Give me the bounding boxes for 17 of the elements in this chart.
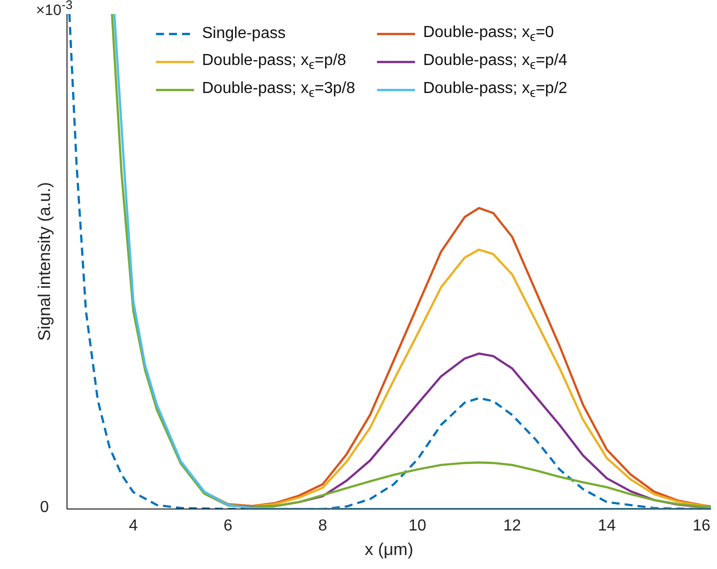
x-axis-title: x (μm) [364, 540, 414, 559]
legend-label: Double-pass; x$_{ϵ}$=p/2 [423, 80, 568, 101]
x-tick-label: 16 [692, 517, 711, 534]
legend-label: Double-pass; x$_{ϵ}$=p/4 [423, 52, 568, 72]
legend-label: Double-pass; x$_{ϵ}$=p/8 [202, 52, 346, 72]
y-axis-title: Signal intensity (a.u.) [35, 182, 54, 341]
x-tick-label: 8 [318, 517, 328, 534]
x-tick-label: 4 [128, 517, 138, 534]
x-tick-label: 12 [503, 517, 522, 534]
x-tick-label: 14 [598, 517, 616, 534]
legend-label: Single-pass [202, 25, 286, 44]
x-tick-label: 6 [224, 517, 233, 534]
text: 0 [40, 499, 49, 517]
x-tick-label: 10 [408, 517, 426, 534]
annotation: ×10$^{-3}$ [36, 0, 73, 19]
legend-label: Double-pass; x$_{ϵ}$=3p/8 [202, 80, 356, 101]
legend-label: Double-pass; x$_{ϵ}$=0 [423, 24, 554, 44]
